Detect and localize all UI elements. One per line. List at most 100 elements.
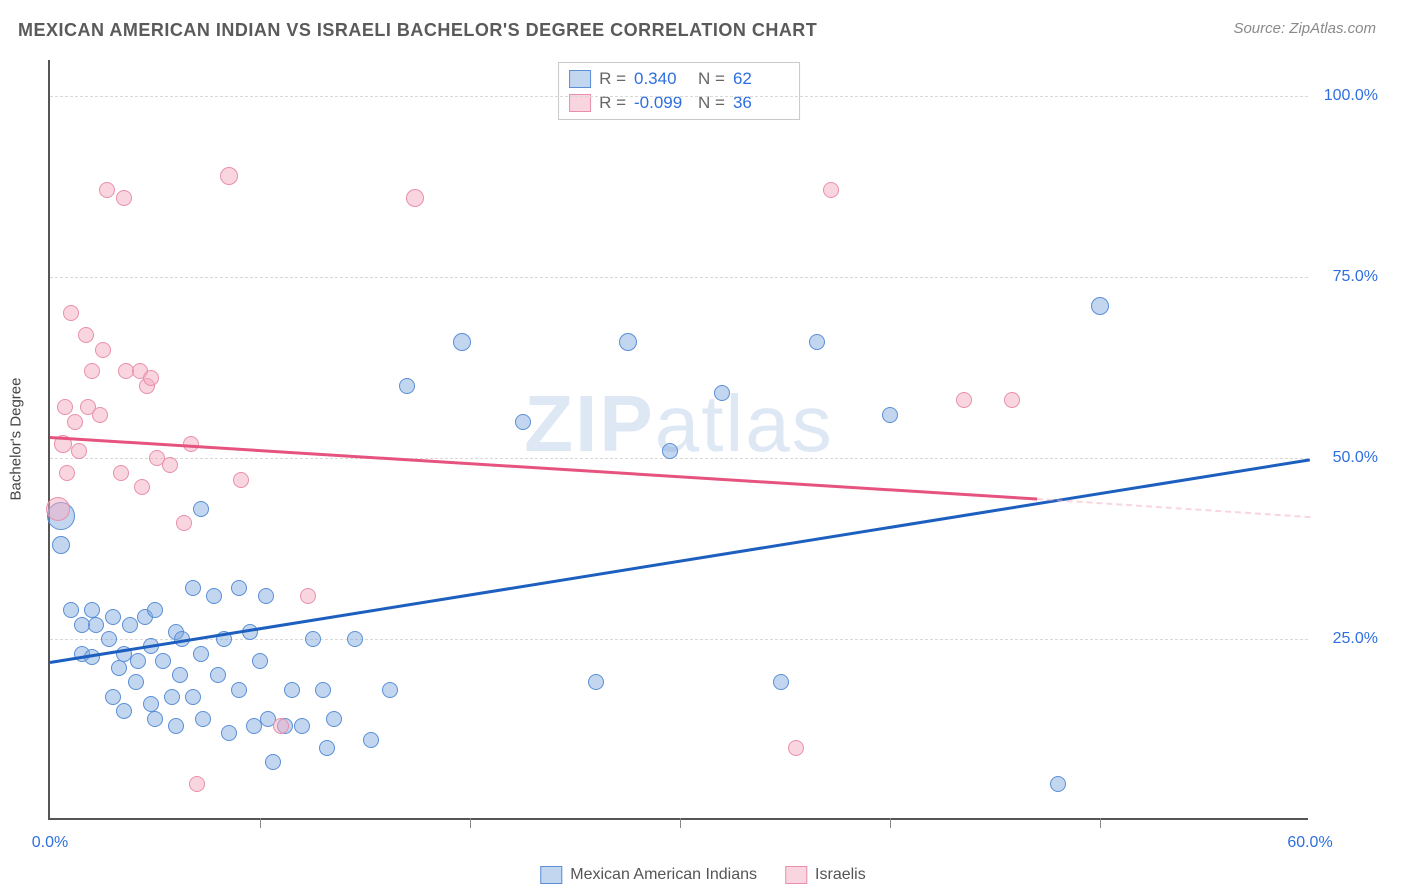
scatter-point <box>147 602 163 618</box>
trend-line <box>50 436 1037 501</box>
stat-r-value: 0.340 <box>634 67 690 91</box>
legend-swatch <box>569 70 591 88</box>
y-tick-label: 100.0% <box>1318 87 1378 105</box>
watermark-rest: atlas <box>655 379 834 468</box>
scatter-point <box>1091 297 1109 315</box>
scatter-point <box>99 182 115 198</box>
scatter-point <box>294 718 310 734</box>
scatter-point <box>155 653 171 669</box>
scatter-point <box>453 333 471 351</box>
stat-r-label: R = <box>599 91 626 115</box>
watermark: ZIPatlas <box>524 378 833 470</box>
scatter-point <box>84 363 100 379</box>
scatter-point <box>122 617 138 633</box>
scatter-point <box>92 407 108 423</box>
scatter-point <box>273 718 289 734</box>
x-tick <box>680 818 681 828</box>
stat-n-label: N = <box>698 67 725 91</box>
stat-n-value: 36 <box>733 91 789 115</box>
legend-item: Mexican American Indians <box>540 866 757 884</box>
scatter-point <box>193 501 209 517</box>
trend-line <box>50 458 1310 664</box>
scatter-point <box>246 718 262 734</box>
scatter-point <box>116 703 132 719</box>
scatter-point <box>588 674 604 690</box>
scatter-point <box>88 617 104 633</box>
scatter-point <box>265 754 281 770</box>
chart-title: MEXICAN AMERICAN INDIAN VS ISRAELI BACHE… <box>18 20 817 41</box>
legend-label: Israelis <box>815 866 866 884</box>
scatter-point <box>206 588 222 604</box>
scatter-point <box>252 653 268 669</box>
scatter-point <box>1004 392 1020 408</box>
y-axis-label: Bachelor's Degree <box>8 378 25 501</box>
scatter-point <box>714 385 730 401</box>
scatter-point <box>319 740 335 756</box>
legend-swatch <box>540 866 562 884</box>
scatter-point <box>315 682 331 698</box>
scatter-point <box>305 631 321 647</box>
scatter-point <box>382 682 398 698</box>
scatter-point <box>300 588 316 604</box>
scatter-point <box>193 646 209 662</box>
scatter-point <box>195 711 211 727</box>
scatter-point <box>63 602 79 618</box>
chart-plot-area: Bachelor's Degree ZIPatlas R =0.340N =62… <box>48 60 1308 820</box>
scatter-point <box>882 407 898 423</box>
scatter-point <box>788 740 804 756</box>
scatter-point <box>46 497 70 521</box>
source-label: Source: ZipAtlas.com <box>1233 20 1376 37</box>
scatter-point <box>1050 776 1066 792</box>
scatter-point <box>101 631 117 647</box>
scatter-point <box>130 653 146 669</box>
scatter-point <box>147 711 163 727</box>
scatter-point <box>619 333 637 351</box>
scatter-point <box>773 674 789 690</box>
scatter-point <box>809 334 825 350</box>
scatter-point <box>52 536 70 554</box>
scatter-point <box>105 609 121 625</box>
scatter-point <box>74 617 90 633</box>
scatter-point <box>95 342 111 358</box>
scatter-point <box>172 667 188 683</box>
scatter-point <box>118 363 134 379</box>
watermark-bold: ZIP <box>524 379 654 468</box>
scatter-point <box>326 711 342 727</box>
scatter-point <box>284 682 300 698</box>
scatter-point <box>57 399 73 415</box>
bottom-legend: Mexican American Indians Israelis <box>540 866 865 884</box>
legend-label: Mexican American Indians <box>570 866 757 884</box>
x-tick <box>260 818 261 828</box>
scatter-point <box>185 689 201 705</box>
scatter-point <box>258 588 274 604</box>
x-tick <box>1100 818 1101 828</box>
scatter-point <box>128 674 144 690</box>
scatter-point <box>78 327 94 343</box>
scatter-point <box>231 580 247 596</box>
scatter-point <box>210 667 226 683</box>
scatter-point <box>185 580 201 596</box>
legend-swatch <box>785 866 807 884</box>
scatter-point <box>399 378 415 394</box>
scatter-point <box>168 718 184 734</box>
scatter-point <box>71 443 87 459</box>
grid-line <box>50 277 1308 278</box>
scatter-point <box>662 443 678 459</box>
grid-line <box>50 96 1308 97</box>
grid-line <box>50 639 1308 640</box>
scatter-point <box>189 776 205 792</box>
scatter-point <box>221 725 237 741</box>
scatter-point <box>59 465 75 481</box>
x-tick-label: 0.0% <box>32 834 68 852</box>
scatter-point <box>823 182 839 198</box>
scatter-point <box>515 414 531 430</box>
scatter-point <box>113 465 129 481</box>
stats-row: R =0.340N =62 <box>569 67 789 91</box>
stat-n-label: N = <box>698 91 725 115</box>
x-tick <box>890 818 891 828</box>
stats-legend-box: R =0.340N =62R =-0.099N =36 <box>558 62 800 120</box>
legend-item: Israelis <box>785 866 866 884</box>
x-tick-label: 60.0% <box>1287 834 1332 852</box>
scatter-point <box>347 631 363 647</box>
scatter-point <box>162 457 178 473</box>
